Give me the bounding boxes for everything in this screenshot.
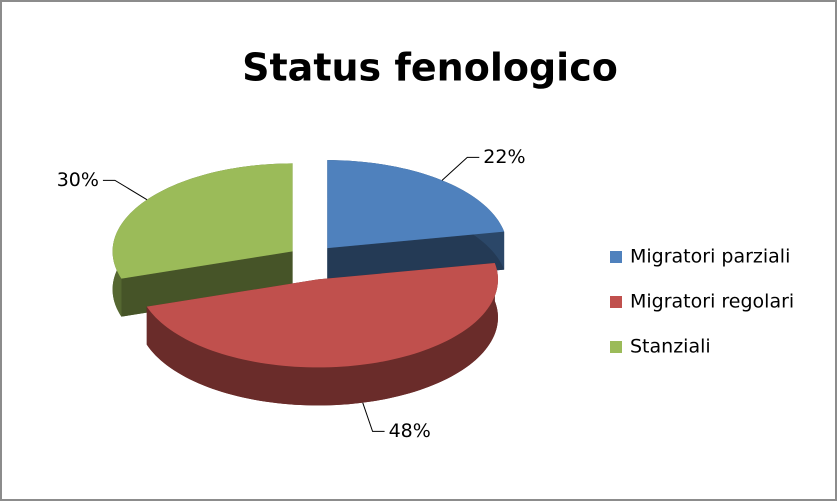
leader-line xyxy=(362,402,385,432)
data-label: 48% xyxy=(389,420,431,442)
data-label: 22% xyxy=(483,146,525,168)
slice-cut-face xyxy=(121,251,293,317)
slice xyxy=(112,163,293,279)
legend-swatch xyxy=(610,296,622,308)
slice-side xyxy=(146,262,498,406)
slice xyxy=(327,160,505,249)
legend-label: Stanziali xyxy=(630,336,711,358)
slice xyxy=(146,262,498,368)
data-label: 30% xyxy=(57,169,99,191)
slice-group xyxy=(327,160,505,287)
legend-swatch xyxy=(610,341,622,353)
leader-line xyxy=(102,179,148,201)
leader-line xyxy=(441,156,480,181)
legend-swatch xyxy=(610,251,622,263)
chart-title: Status fenologico xyxy=(242,46,618,90)
legend-label: Migratori parziali xyxy=(630,246,790,268)
legend-label: Migratori regolari xyxy=(630,291,794,313)
slice-group xyxy=(146,262,498,406)
slice-group xyxy=(112,163,293,317)
